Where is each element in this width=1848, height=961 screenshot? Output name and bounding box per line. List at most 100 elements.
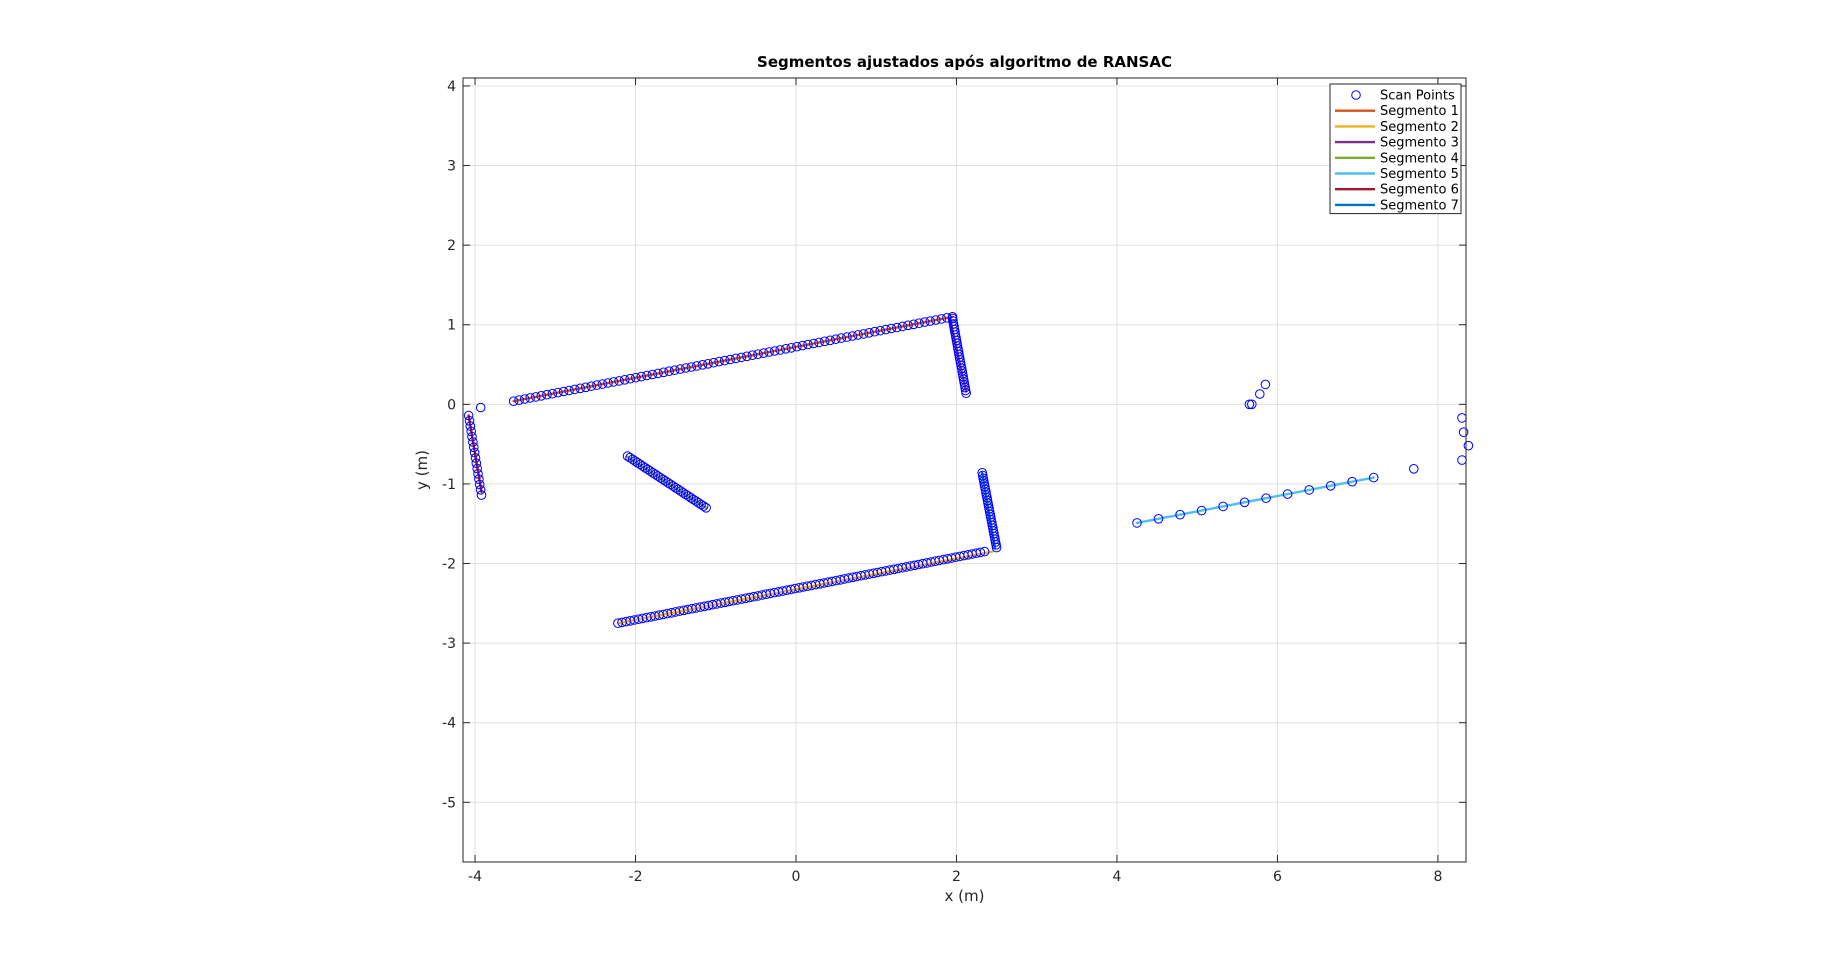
y-tick-label: 1 [447,318,456,334]
scan-point [678,488,689,498]
scan-point [575,383,586,394]
scan-point [630,456,640,466]
scan-point [467,431,477,442]
scan-point [942,313,952,323]
scan-point [703,359,713,369]
scan-point [803,339,813,350]
scan-point [825,335,836,346]
scan-point [466,426,477,437]
scan-point [1282,489,1293,499]
scan-point [808,338,819,349]
scan-point [786,343,797,353]
scan-point [469,447,480,458]
scan-point [979,546,990,557]
scan-point [764,347,774,357]
scan-point [688,494,699,505]
scan-point [508,396,519,407]
scan-point [814,337,824,348]
legend-label-segment-5: Segmento 5 [1380,167,1459,182]
legend-marker-scan-points [1351,90,1361,100]
scan-point [668,481,679,491]
scan-point [665,479,676,490]
scan-point [696,499,706,510]
scan-point [569,384,580,395]
scan-point [892,322,902,333]
scan-point [648,468,658,478]
scan-point [753,349,763,360]
scan-point [476,490,487,500]
scan-point [655,473,666,483]
scan-point [469,442,479,453]
scan-point [797,340,808,351]
scan-point [1132,518,1142,528]
segment-line-2 [616,550,994,625]
scan-point [903,320,913,331]
scan-point [635,459,646,470]
scan-point [640,463,651,473]
scan-point [586,381,597,392]
scan-point [475,485,486,495]
scan-point [642,370,652,381]
scan-point [742,351,752,362]
scan-point [653,368,663,379]
scan-point [627,454,638,465]
scan-point [697,360,708,370]
scan-point [925,316,936,326]
scan-point [758,348,769,358]
scan-point [536,391,547,401]
scan-point [719,355,730,366]
scan-point [622,451,633,461]
scan-point [691,496,701,506]
scan-point [468,437,478,447]
scan-point [465,421,476,431]
x-tick-label: -2 [629,869,643,885]
legend-label-segment-2: Segmento 2 [1380,120,1459,135]
y-tick-label: -3 [442,636,456,652]
axis-ticks: -4 -2 0 2 4 6 8 -5 -4 -3 -2 -1 0 1 2 3 4 [442,78,1466,885]
scan-point [1153,514,1164,524]
scan-point [581,382,591,393]
scan-point [1175,509,1185,520]
scan-point [653,471,663,481]
scan-point [686,493,696,503]
scan-point [1347,476,1357,487]
scan-point [836,333,847,343]
y-tick-label: -4 [442,716,456,732]
axes-frame [462,77,1467,863]
scan-point [1409,464,1419,474]
y-tick-label: 0 [447,397,456,413]
x-tick-label: -4 [468,869,482,885]
scan-point [864,328,874,338]
legend-label-segment-4: Segmento 4 [1380,151,1459,166]
scan-point [914,318,924,329]
scan-point [608,377,619,387]
scan-point [769,346,780,356]
y-axis-label: y (m) [413,450,431,490]
scan-point [991,542,1002,553]
scan-point [698,501,709,511]
scan-point [725,354,736,365]
scan-point [475,402,486,413]
scan-point [1458,427,1469,438]
legend-label-segment-6: Segmento 6 [1380,183,1459,198]
scan-point [831,334,841,345]
scan-point [647,369,658,380]
legend-label-scan-points: Scan Points [1380,89,1455,104]
scan-point [936,314,947,324]
scan-point [1218,501,1228,512]
scan-point [692,361,702,371]
scan-point [470,453,481,463]
scan-point [975,547,986,558]
scan-point [1463,440,1474,451]
scan-point [961,388,971,399]
scan-point [553,387,563,398]
scan-point [708,357,719,368]
scan-point [558,386,569,397]
x-tick-label: 4 [1112,869,1121,885]
scan-point [663,478,673,488]
grid [463,78,1466,862]
scan-point [731,353,741,364]
scan-point [592,380,602,390]
